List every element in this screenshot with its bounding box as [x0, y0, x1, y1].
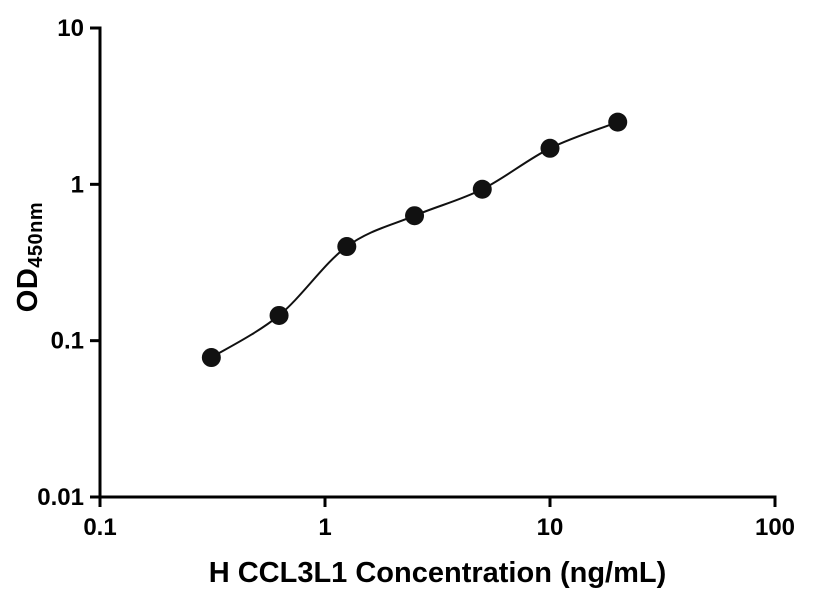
data-point — [608, 112, 628, 132]
y-axis-title-subscript: 450nm — [25, 201, 47, 268]
y-axis-title-main: OD — [12, 267, 44, 313]
y-axis-tick-label: 1 — [71, 171, 84, 198]
fit-curve — [210, 121, 619, 359]
axis-lines — [98, 26, 777, 499]
data-point — [337, 237, 357, 257]
data-point — [540, 138, 560, 158]
data-point — [472, 179, 492, 199]
data-point — [405, 206, 425, 226]
y-axis-tick-label: 0.01 — [37, 484, 84, 511]
x-axis-tick-label: 10 — [537, 514, 564, 541]
x-axis-tick-label: 0.1 — [83, 514, 116, 541]
y-axis-tick-label: 10 — [57, 15, 84, 42]
data-point — [201, 348, 221, 368]
y-axis-title: OD450nm — [7, 157, 49, 357]
x-axis-title: H CCL3L1 Concentration (ng/mL) — [208, 557, 667, 589]
x-axis-tick-label: 100 — [755, 514, 795, 541]
x-axis-tick-label: 1 — [318, 514, 331, 541]
y-axis-tick-label: 0.1 — [51, 328, 84, 355]
data-point — [269, 305, 289, 325]
